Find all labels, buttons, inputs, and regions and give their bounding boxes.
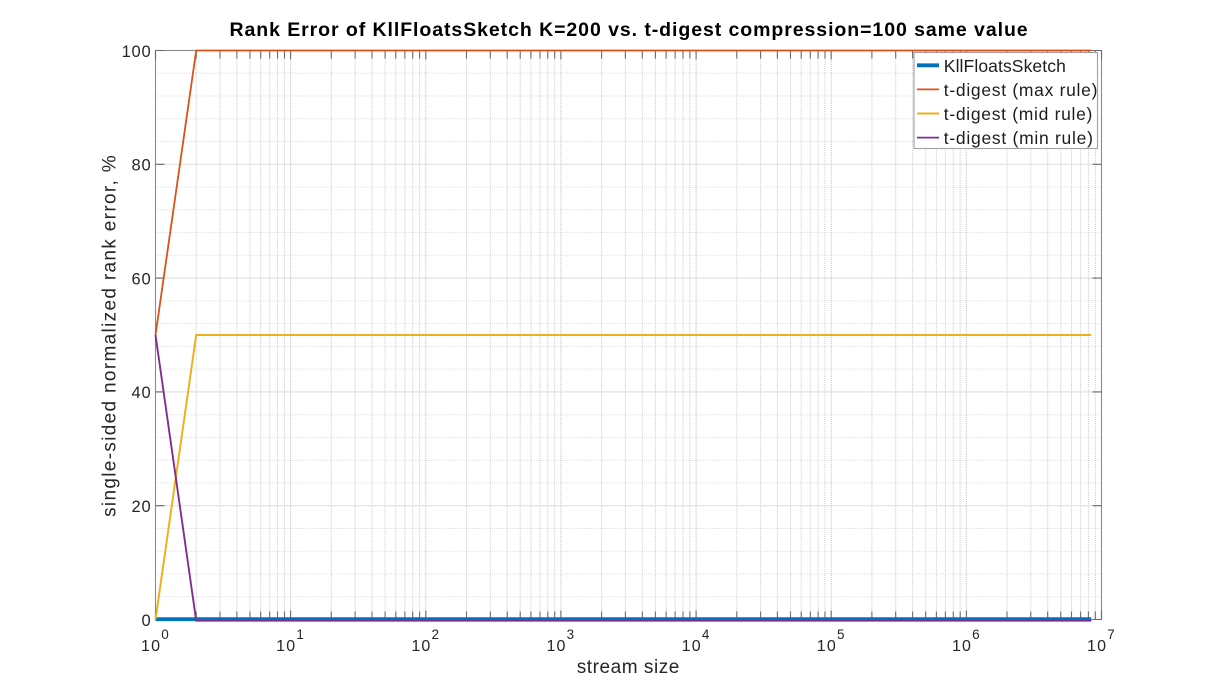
svg-text:80: 80 <box>132 157 152 175</box>
svg-text:t-digest (max rule): t-digest (max rule) <box>944 80 1098 100</box>
svg-text:Rank Error of KllFloatsSketch: Rank Error of KllFloatsSketch K=200 vs. … <box>229 19 1028 41</box>
svg-text:100: 100 <box>122 43 152 61</box>
svg-text:t-digest (mid rule): t-digest (mid rule) <box>944 104 1093 124</box>
svg-text:20: 20 <box>132 498 152 516</box>
svg-text:0: 0 <box>142 612 152 630</box>
svg-text:t-digest (min rule): t-digest (min rule) <box>944 128 1094 148</box>
svg-text:stream size: stream size <box>577 657 680 678</box>
svg-text:KllFloatsSketch: KllFloatsSketch <box>944 56 1066 76</box>
svg-text:single-sided normalized rank e: single-sided normalized rank error, % <box>100 154 121 517</box>
svg-text:60: 60 <box>132 270 152 288</box>
svg-text:40: 40 <box>132 384 152 402</box>
